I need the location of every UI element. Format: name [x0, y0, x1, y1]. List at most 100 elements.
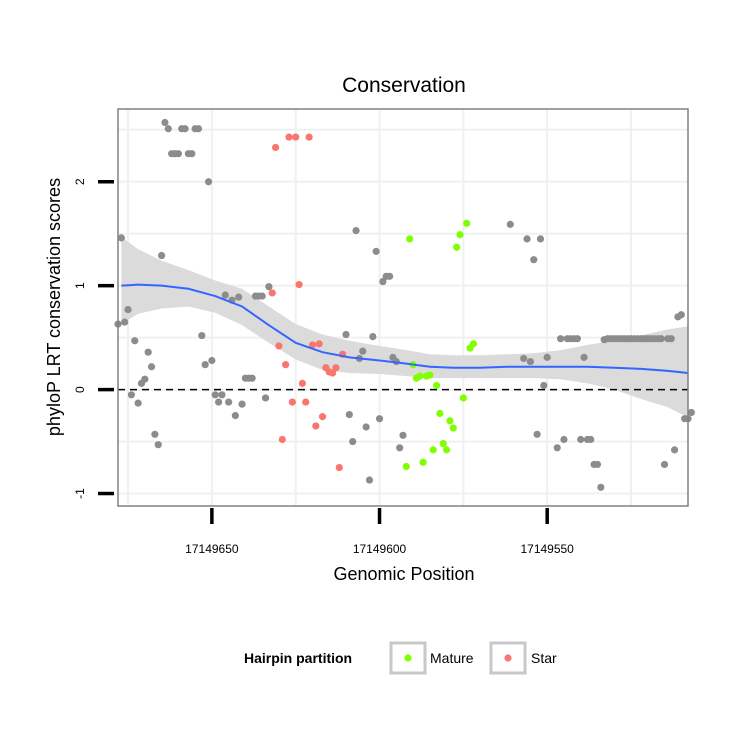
data-point-mature: [456, 231, 464, 239]
data-point-star: [335, 463, 343, 472]
data-point-other: [127, 391, 136, 399]
data-point-mature: [406, 235, 414, 243]
data-point-other: [375, 415, 384, 423]
data-point-other: [221, 291, 229, 299]
x-tick-label: 17149650: [185, 542, 239, 556]
data-point-star: [318, 413, 327, 421]
data-point-other: [372, 247, 380, 255]
data-point-other: [657, 335, 665, 343]
data-point-other: [345, 410, 353, 419]
data-point-other: [506, 220, 514, 228]
data-point-star: [275, 342, 283, 350]
data-point-other: [261, 394, 270, 402]
data-point-other: [523, 235, 531, 243]
data-point-other: [235, 293, 243, 301]
data-point-mature: [459, 394, 467, 402]
data-point-mature: [429, 446, 437, 454]
data-point-other: [147, 363, 156, 371]
x-axis-title: Genomic Position: [333, 564, 474, 584]
x-tick-label: 17149550: [520, 542, 574, 556]
data-point-star: [278, 435, 286, 444]
data-point-other: [157, 251, 166, 260]
data-point-other: [201, 361, 209, 369]
data-point-other: [362, 423, 370, 431]
data-point-other: [194, 125, 203, 133]
data-point-other: [174, 150, 182, 158]
data-point-other: [365, 476, 374, 484]
data-point-mature: [416, 372, 424, 380]
data-point-other: [540, 381, 548, 390]
data-point-other: [543, 353, 551, 361]
data-point-other: [667, 335, 675, 343]
legend-title: Hairpin partition: [244, 650, 352, 666]
data-point-other: [573, 335, 581, 343]
data-point-other: [385, 272, 394, 280]
legend-label-mature: Mature: [430, 650, 474, 666]
data-point-mature: [426, 371, 434, 379]
data-point-other: [124, 305, 132, 314]
data-point-other: [188, 150, 196, 158]
data-point-other: [151, 430, 159, 438]
data-point-mature: [432, 381, 441, 390]
data-point-other: [131, 337, 139, 345]
data-point-other: [670, 446, 679, 454]
y-axis: -1 0 1 2: [73, 178, 114, 499]
data-point-star: [271, 143, 280, 152]
data-point-mature: [436, 409, 444, 418]
smooth-line: [121, 283, 689, 374]
data-point-other: [399, 431, 407, 439]
chart-title: Conservation: [342, 74, 466, 97]
data-point-star: [268, 289, 276, 297]
data-point-other: [349, 437, 357, 446]
y-tick-label: 2: [73, 178, 87, 185]
data-point-other: [587, 435, 595, 444]
data-point-other: [214, 398, 223, 406]
data-point-mature: [419, 458, 427, 466]
data-point-other: [533, 430, 541, 438]
data-point-other: [117, 234, 125, 242]
data-point-other: [204, 178, 213, 186]
data-point-star: [298, 379, 307, 387]
data-point-other: [154, 441, 162, 449]
data-point-mature: [449, 424, 457, 432]
y-axis-title: phyloP LRT conservation scores: [44, 178, 64, 436]
data-point-other: [258, 292, 266, 300]
data-point-mature: [469, 340, 478, 348]
data-point-other: [660, 460, 669, 469]
legend-key-box-star: [489, 641, 527, 675]
legend-key-box-mature: [389, 641, 427, 675]
data-point-star: [312, 422, 320, 430]
data-point-other: [536, 235, 545, 243]
x-tick-label: 17149600: [353, 542, 407, 556]
data-point-other: [597, 483, 605, 491]
data-point-mature: [442, 446, 451, 454]
plot-panel-border: [117, 108, 689, 507]
data-point-star: [315, 340, 323, 348]
data-point-other: [379, 277, 387, 286]
y-tick-label: -1: [73, 488, 87, 499]
data-point-other: [530, 256, 538, 264]
data-point-star: [332, 364, 340, 372]
data-point-other: [560, 435, 568, 444]
data-point-other: [359, 347, 367, 355]
data-point-other: [161, 118, 169, 127]
data-point-other: [211, 391, 219, 399]
data-point-mature: [402, 462, 410, 471]
points-layer: [114, 118, 695, 491]
legend: Hairpin partition Mature Star: [244, 641, 557, 675]
data-point-mature: [453, 243, 461, 251]
data-point-other: [352, 226, 360, 235]
data-point-other: [265, 283, 273, 291]
legend-key-star: [504, 654, 512, 662]
smooth-line-layer: [121, 283, 689, 374]
data-point-other: [687, 408, 695, 417]
data-point-star: [305, 133, 313, 141]
data-point-mature: [439, 440, 447, 448]
data-point-other: [556, 335, 565, 343]
data-point-other: [238, 400, 246, 408]
data-point-other: [553, 444, 561, 452]
legend-label-star: Star: [531, 650, 557, 666]
data-point-other: [218, 391, 226, 399]
data-point-other: [520, 354, 528, 363]
